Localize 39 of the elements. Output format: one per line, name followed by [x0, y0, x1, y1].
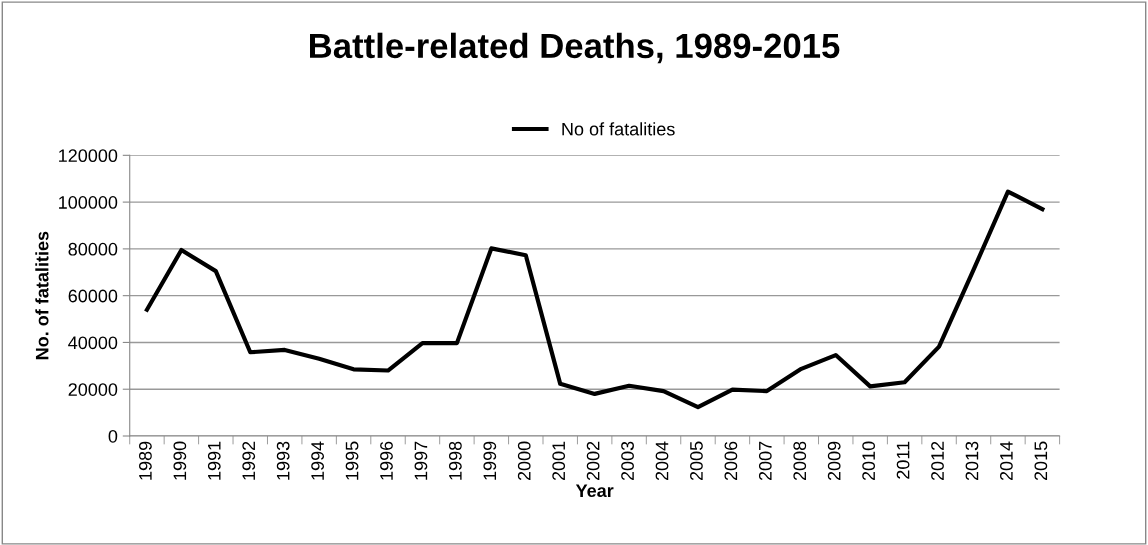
legend-label: No of fatalities: [562, 122, 675, 136]
x-tick-label: 2001: [552, 441, 566, 481]
x-tick-label: 2000: [517, 441, 531, 481]
x-tick-label: 1993: [276, 441, 290, 480]
x-tick-label: 1991: [207, 441, 221, 480]
x-axis-title: Year: [575, 484, 614, 498]
x-tick-label: 1992: [242, 441, 256, 480]
x-tick-label: 1998: [448, 441, 462, 480]
x-tick-label: 1990: [173, 441, 187, 480]
y-tick-label: 100000: [59, 196, 118, 209]
x-tick-label: 1989: [139, 441, 152, 480]
x-tick-label: 2009: [827, 441, 841, 481]
y-tick-label: 20000: [68, 383, 118, 396]
x-tick-label: 2002: [586, 441, 600, 481]
line-series: [144, 189, 1045, 410]
x-tick-label: 1996: [380, 441, 393, 480]
y-tick-label: 0: [108, 429, 118, 443]
x-tick-label: 2010: [862, 441, 876, 481]
x-tick-label: 2012: [931, 441, 944, 481]
y-tick-label: 40000: [68, 336, 118, 350]
x-tick-label: 2004: [655, 441, 669, 481]
x-tick-label: 2014: [1000, 441, 1013, 481]
x-tick-label: 1994: [311, 441, 324, 480]
y-axis-title: No. of fatalities: [35, 231, 49, 360]
x-tick-label: 1997: [414, 441, 428, 480]
x-tick-label: 2006: [724, 441, 738, 481]
y-tick-label: 120000: [59, 149, 118, 163]
x-tick-label: 1999: [483, 441, 497, 480]
x-tick-label: 2015: [1034, 441, 1048, 481]
x-tick-label: 2011: [896, 441, 910, 479]
x-tick-label: 1995: [345, 441, 359, 480]
y-tick-label: 60000: [68, 289, 118, 303]
x-tick-label: 2005: [690, 441, 703, 481]
x-tick-label: 2007: [758, 441, 772, 481]
x-tick-label: 2008: [793, 441, 807, 481]
x-tick-label: 2013: [965, 441, 979, 481]
x-tick-label: 2003: [621, 441, 634, 481]
chart-title: Battle-related Deaths, 1989-2015: [310, 32, 840, 64]
y-tick-label: 80000: [68, 242, 118, 256]
